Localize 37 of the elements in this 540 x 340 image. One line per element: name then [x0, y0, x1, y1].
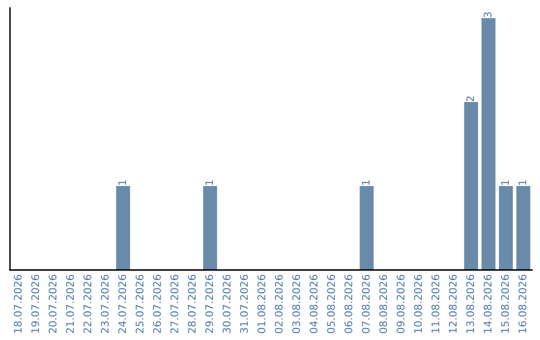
data-label: 1 [501, 180, 509, 185]
x-tick-label: 31.07.2026 [240, 274, 248, 334]
x-tick-label: 29.07.2026 [205, 274, 214, 334]
x-tick-label: 25.07.2026 [136, 274, 144, 334]
x-tick-label: 08.08.2026 [379, 274, 388, 334]
x-tick-label: 03.08.2026 [292, 274, 300, 334]
x-tick-label: 15.08.2026 [501, 274, 509, 333]
x-tick-label: 18.07.2026 [14, 274, 22, 333]
x-tick-label: 01.08.2026 [257, 274, 266, 334]
x-tick-label: 23.07.2026 [100, 274, 109, 334]
x-tick-label: 09.08.2026 [396, 274, 405, 334]
x-tick-label: 22.07.2026 [83, 274, 92, 334]
x-tick-label: 06.08.2026 [344, 274, 352, 334]
x-tick-label: 14.08.2026 [484, 274, 492, 333]
x-tick-label: 12.08.2026 [448, 274, 457, 333]
x-tick-label: 26.07.2026 [153, 274, 161, 334]
x-tick-label: 27.07.2026 [170, 274, 178, 334]
x-tick-label: 16.08.2026 [518, 274, 526, 333]
data-label: 1 [118, 180, 126, 185]
x-tick-label: 13.08.2026 [466, 274, 474, 333]
x-tick-label: 10.08.2026 [414, 274, 422, 333]
data-label: 1 [205, 180, 213, 185]
x-tick-label: 04.08.2026 [310, 274, 318, 334]
x-tick-label: 19.07.2026 [31, 274, 40, 333]
x-tick-label: 05.08.2026 [327, 274, 335, 334]
x-tick-label: 28.07.2026 [188, 274, 196, 334]
x-tick-label: 11.08.2026 [431, 274, 440, 333]
data-label: 3 [484, 12, 492, 18]
x-tick-label: 02.08.2026 [274, 274, 283, 334]
x-tick-label: 24.07.2026 [118, 274, 126, 334]
x-tick-label: 21.07.2026 [66, 274, 74, 334]
x-tick-label: 20.07.2026 [48, 274, 57, 334]
data-label: 1 [518, 180, 526, 185]
data-label: 2 [466, 96, 474, 102]
x-tick-label: 30.07.2026 [222, 274, 231, 334]
x-tick-label: 07.08.2026 [362, 274, 370, 334]
data-label: 1 [362, 180, 370, 185]
